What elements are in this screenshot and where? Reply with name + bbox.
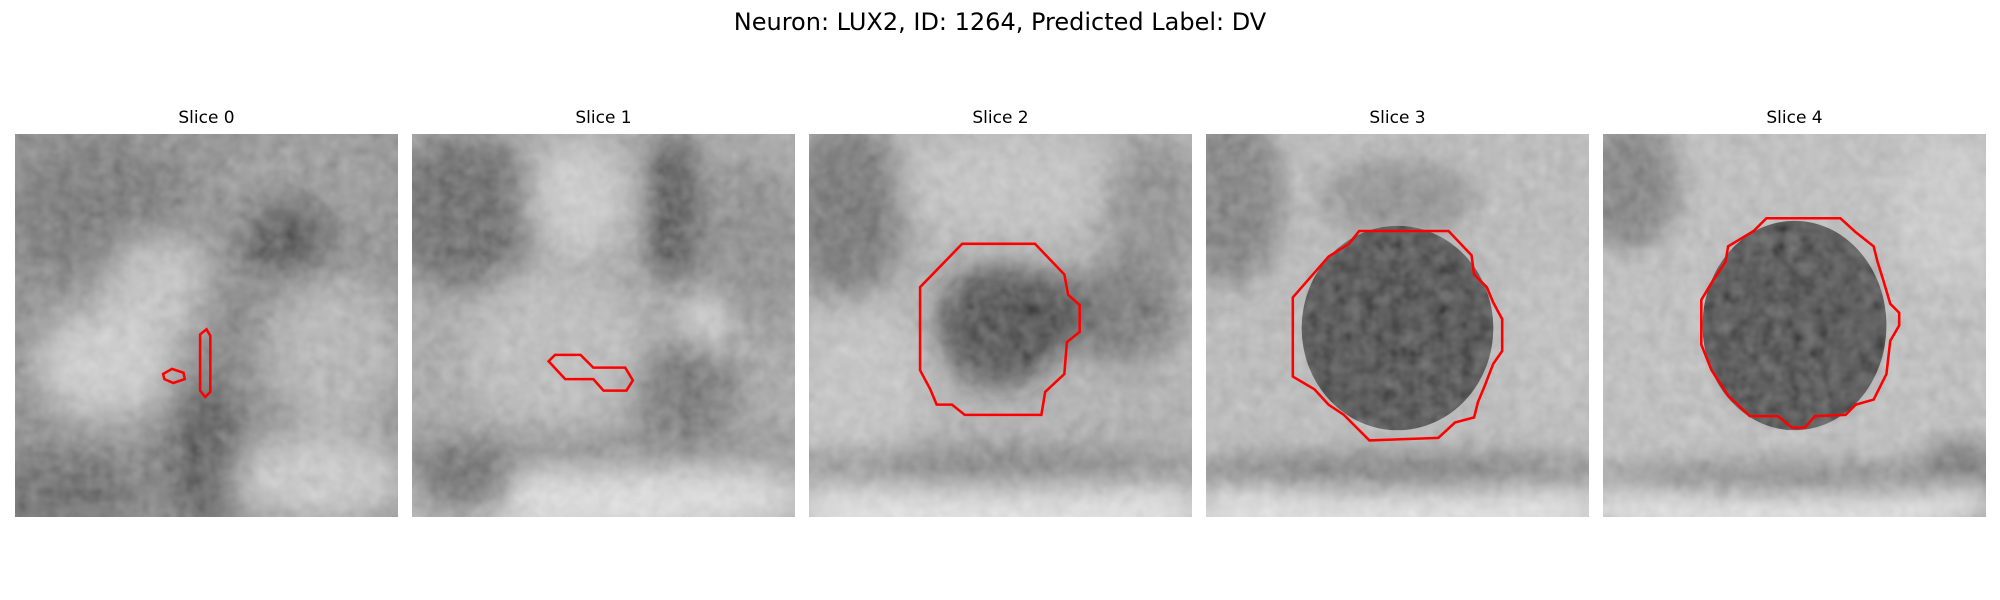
slice-image-2: [809, 134, 1192, 517]
slice-title-2: Slice 2: [972, 108, 1029, 128]
slice-title-3: Slice 3: [1369, 108, 1426, 128]
slice-image-0: [15, 134, 398, 517]
slice-title-4: Slice 4: [1766, 108, 1823, 128]
slice-image-4: [1603, 134, 1986, 517]
slice-image-3: [1206, 134, 1589, 517]
figure-title: Neuron: LUX2, ID: 1264, Predicted Label:…: [733, 8, 1267, 36]
slice-image-1: [412, 134, 795, 517]
slice-title-1: Slice 1: [575, 108, 632, 128]
slice-title-0: Slice 0: [178, 108, 235, 128]
